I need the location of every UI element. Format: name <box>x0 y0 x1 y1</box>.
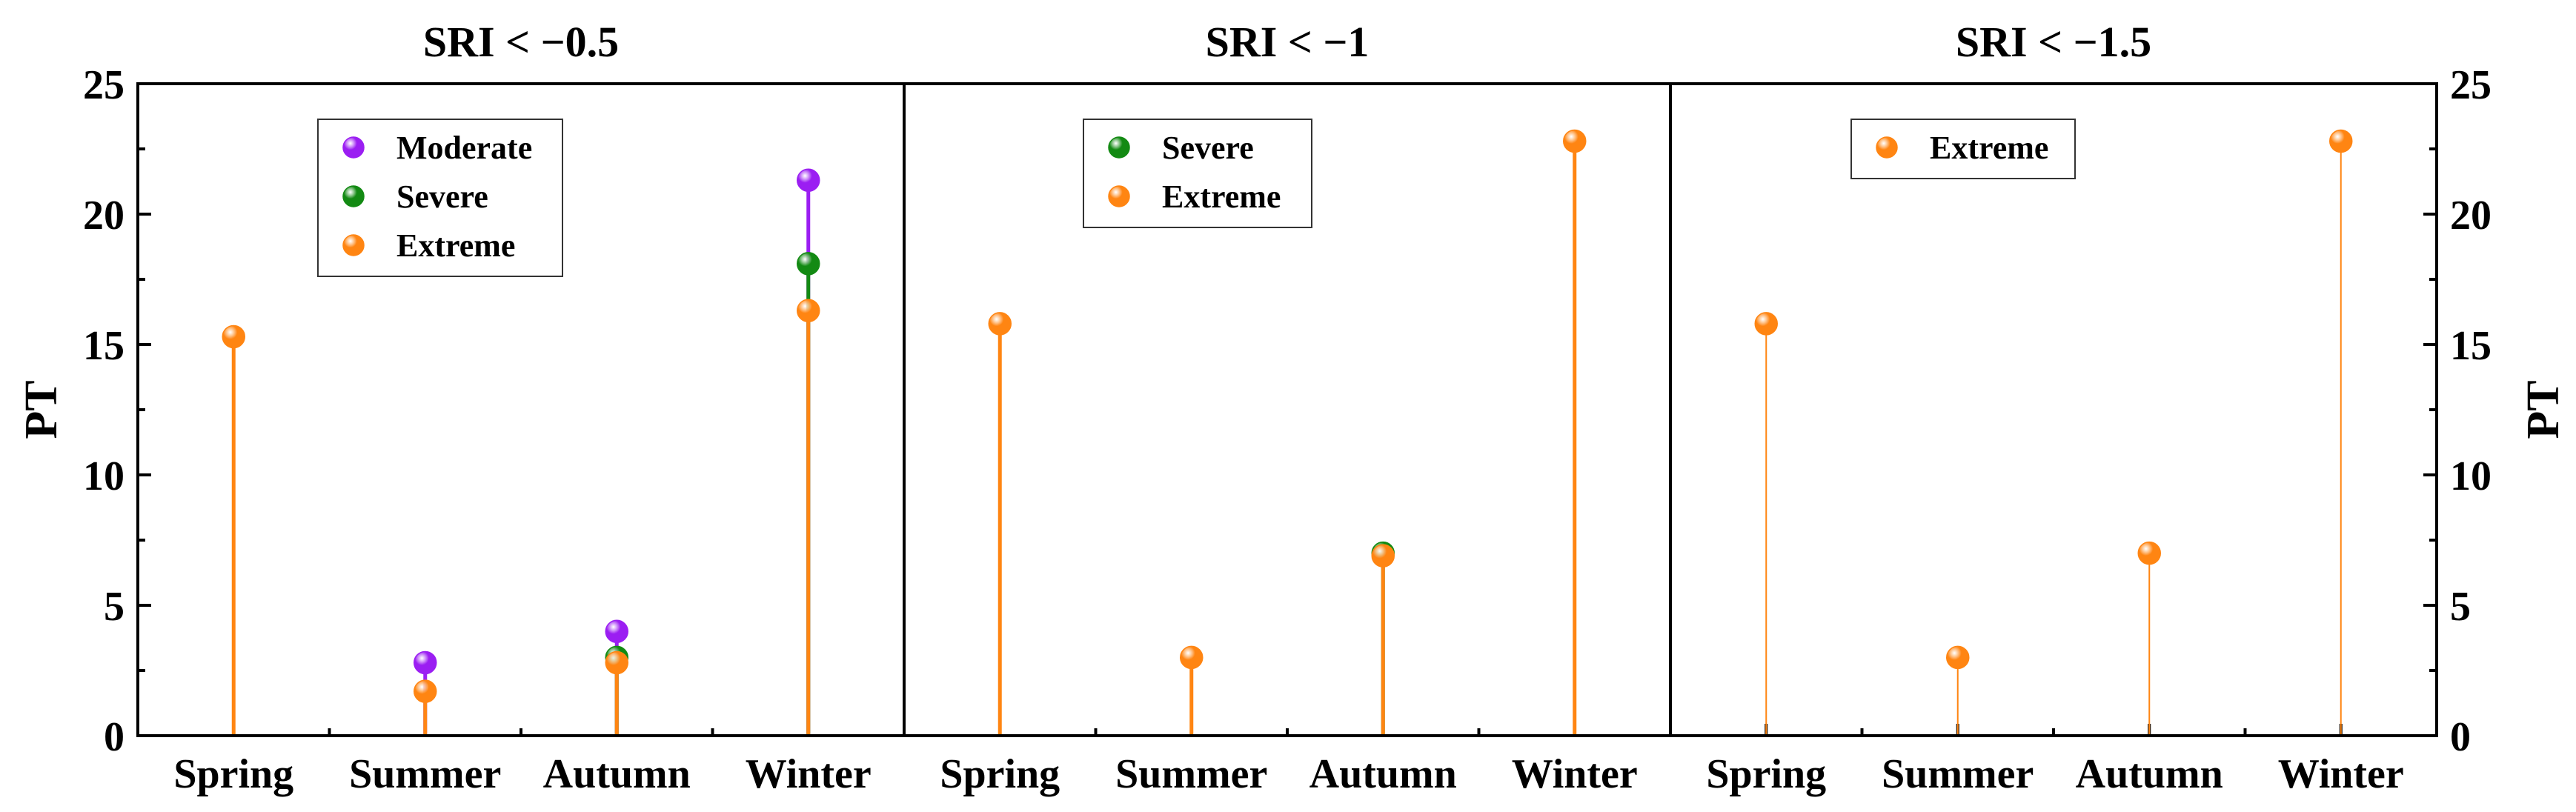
data-point-extreme <box>1180 645 1204 670</box>
data-point-extreme <box>1946 645 1970 670</box>
data-point-extreme <box>1563 129 1587 153</box>
legend-marker <box>342 185 365 207</box>
panel-title: SRI < −1.5 <box>1956 18 2151 66</box>
y-axis-label-left: PT <box>16 380 67 439</box>
data-point-extreme <box>1754 312 1778 336</box>
y-tick-label-right: 0 <box>2450 714 2471 760</box>
panel-title: SRI < −1 <box>1206 18 1370 66</box>
x-tick-label: Spring <box>1706 751 1826 797</box>
y-axis-label-right: PT <box>2518 380 2569 439</box>
data-point-extreme <box>2329 129 2353 153</box>
y-tick-label-left: 20 <box>83 193 125 239</box>
data-point-extreme <box>2137 541 2161 565</box>
legend-label: Extreme <box>1162 179 1281 215</box>
x-tick-label: Spring <box>940 751 1060 797</box>
legend-marker <box>342 234 365 256</box>
y-tick-label-left: 15 <box>83 323 125 369</box>
x-tick-label: Summer <box>1882 751 2034 797</box>
panel-title: SRI < −0.5 <box>423 18 619 66</box>
y-tick-label-right: 15 <box>2450 323 2492 369</box>
data-point-moderate <box>414 650 437 675</box>
x-tick-label: Summer <box>349 751 501 797</box>
x-tick-label: Autumn <box>543 751 691 797</box>
y-tick-label-left: 10 <box>83 453 125 499</box>
legend-marker <box>1876 136 1898 159</box>
data-point-moderate <box>605 619 628 643</box>
x-tick-label: Autumn <box>2076 751 2223 797</box>
data-point-extreme <box>222 325 245 349</box>
legend-label: Moderate <box>396 130 532 166</box>
data-point-extreme <box>1371 544 1395 568</box>
data-point-extreme <box>605 650 628 675</box>
x-tick-label: Winter <box>746 751 872 797</box>
y-tick-label-right: 10 <box>2450 453 2492 499</box>
data-point-severe <box>797 252 820 276</box>
legend-label: Severe <box>396 179 488 215</box>
legend-marker <box>1108 136 1130 159</box>
x-tick-label: Spring <box>173 751 293 797</box>
data-point-extreme <box>797 299 820 322</box>
legend-marker <box>1108 185 1130 207</box>
y-tick-label-right: 20 <box>2450 193 2492 239</box>
x-tick-label: Summer <box>1115 751 1267 797</box>
data-point-extreme <box>988 312 1012 336</box>
x-tick-label: Winter <box>1512 751 1638 797</box>
x-tick-label: Winter <box>2278 751 2404 797</box>
data-point-extreme <box>414 679 437 703</box>
y-tick-label-left: 25 <box>83 62 125 108</box>
legend-label: Extreme <box>396 227 515 264</box>
legend-label: Extreme <box>1930 130 2048 166</box>
legend-label: Severe <box>1162 130 1254 166</box>
y-tick-label-right: 25 <box>2450 62 2492 108</box>
y-tick-label-left: 5 <box>104 584 125 630</box>
y-tick-label-left: 0 <box>104 714 125 760</box>
y-tick-label-right: 5 <box>2450 584 2471 630</box>
data-point-moderate <box>797 168 820 192</box>
x-tick-label: Autumn <box>1309 751 1457 797</box>
legend-marker <box>342 136 365 159</box>
